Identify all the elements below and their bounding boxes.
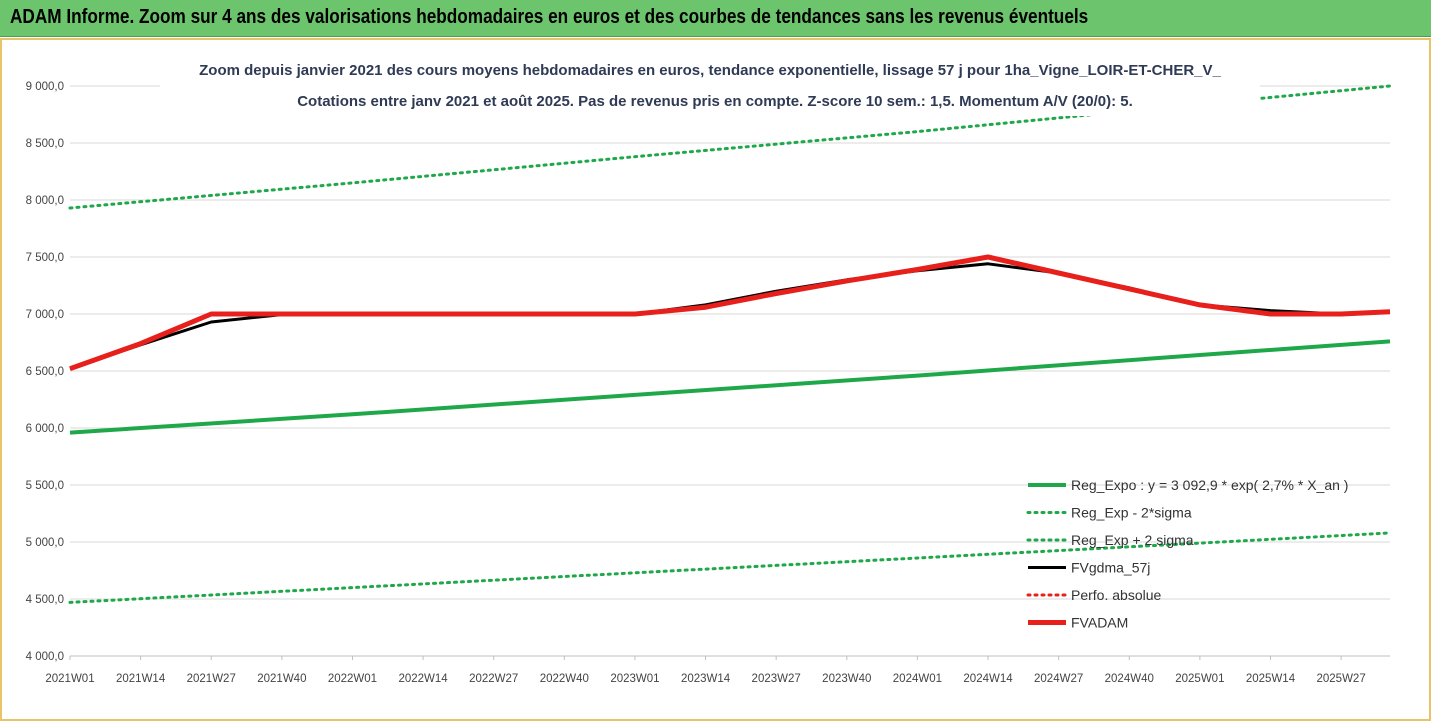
y-tick-label: 7 000,0 bbox=[26, 309, 64, 321]
legend-label-5: FVADAM bbox=[1071, 615, 1128, 631]
title-backdrop bbox=[160, 50, 1260, 116]
x-tick-label: 2022W40 bbox=[540, 673, 589, 685]
x-tick-label: 2021W27 bbox=[187, 673, 236, 685]
series-line-0 bbox=[69, 339, 1391, 435]
legend-label-2: Reg_Exp + 2 sigma bbox=[1071, 532, 1194, 548]
x-tick-label: 2023W40 bbox=[822, 673, 871, 685]
x-tick-label: 2024W27 bbox=[1034, 673, 1083, 685]
legend-label-0: Reg_Expo : y = 3 092,9 * exp( 2,7% * X_a… bbox=[1071, 477, 1348, 493]
x-tick-label: 2023W27 bbox=[752, 673, 801, 685]
y-tick-label: 4 500,0 bbox=[26, 594, 64, 606]
x-tick-label: 2022W01 bbox=[328, 673, 377, 685]
x-tick-label: 2021W40 bbox=[257, 673, 306, 685]
x-tick-label: 2025W01 bbox=[1175, 673, 1224, 685]
x-tick-label: 2022W14 bbox=[398, 673, 448, 685]
series-line-1 bbox=[68, 531, 1392, 604]
chart-subtitle: Cotations entre janv 2021 et août 2025. … bbox=[297, 93, 1133, 110]
legend-label-3: FVgdma_57j bbox=[1071, 560, 1150, 576]
x-tick-label: 2024W14 bbox=[963, 673, 1013, 685]
series-line-2 bbox=[68, 84, 1392, 210]
report-banner: ADAM Informe. Zoom sur 4 ans des valoris… bbox=[0, 0, 1431, 37]
y-tick-label: 5 500,0 bbox=[26, 480, 64, 492]
x-tick-label: 2025W27 bbox=[1316, 673, 1365, 685]
y-tick-label: 9 000,0 bbox=[26, 81, 64, 93]
x-tick-label: 2022W27 bbox=[469, 673, 518, 685]
legend: Reg_Expo : y = 3 092,9 * exp( 2,7% * X_a… bbox=[1026, 477, 1348, 631]
y-tick-label: 4 000,0 bbox=[26, 651, 64, 663]
x-tick-label: 2021W14 bbox=[116, 673, 166, 685]
banner-title: ADAM Informe. Zoom sur 4 ans des valoris… bbox=[10, 6, 1089, 28]
y-tick-label: 8 500,0 bbox=[26, 138, 64, 150]
y-tick-label: 5 000,0 bbox=[26, 537, 64, 549]
x-tick-label: 2021W01 bbox=[45, 673, 94, 685]
chart-title: Zoom depuis janvier 2021 des cours moyen… bbox=[199, 62, 1221, 79]
x-tick-label: 2023W01 bbox=[610, 673, 659, 685]
y-tick-label: 6 500,0 bbox=[26, 366, 64, 378]
y-tick-label: 6 000,0 bbox=[26, 423, 64, 435]
x-tick-label: 2024W40 bbox=[1105, 673, 1154, 685]
legend-label-4: Perfo. absolue bbox=[1071, 587, 1161, 603]
y-tick-label: 7 500,0 bbox=[26, 252, 64, 264]
x-tick-label: 2023W14 bbox=[681, 673, 731, 685]
chart-frame bbox=[0, 38, 1431, 721]
y-tick-label: 8 000,0 bbox=[26, 195, 64, 207]
series-line-5 bbox=[69, 254, 1391, 372]
x-tick-label: 2024W01 bbox=[893, 673, 942, 685]
x-tick-label: 2025W14 bbox=[1246, 673, 1296, 685]
legend-label-1: Reg_Exp - 2*sigma bbox=[1071, 505, 1192, 521]
